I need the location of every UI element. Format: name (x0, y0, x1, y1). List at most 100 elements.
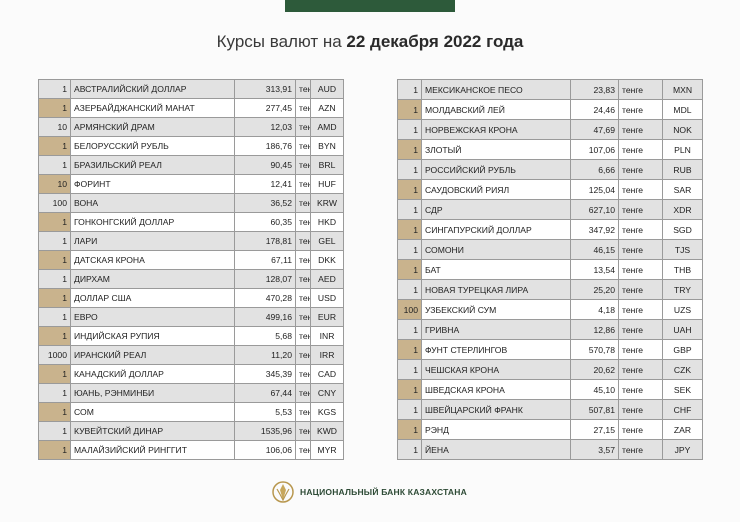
unit: тенге (295, 421, 311, 441)
rate-row: 1 ЧЕШСКАЯ КРОНА 20,62 тенге CZK (397, 359, 703, 380)
unit: тенге (295, 288, 311, 308)
code: HUF (310, 174, 344, 194)
currency-name: БЕЛОРУССКИЙ РУБЛЬ (70, 136, 235, 156)
unit: тенге (295, 117, 311, 137)
currency-name: ЮАНЬ, РЭНМИНБИ (70, 383, 235, 403)
nominal: 1 (38, 250, 71, 270)
code: CNY (310, 383, 344, 403)
code: CHF (662, 399, 703, 420)
currency-name: БРАЗИЛЬСКИЙ РЕАЛ (70, 155, 235, 175)
currency-name: СДР (421, 199, 571, 220)
rate: 107,06 (570, 139, 619, 160)
code: UZS (662, 299, 703, 320)
rate: 23,83 (570, 79, 619, 100)
currency-name: МАЛАЙЗИЙСКИЙ РИНГГИТ (70, 440, 235, 460)
currency-name: НОВАЯ ТУРЕЦКАЯ ЛИРА (421, 279, 571, 300)
unit: тенге (618, 399, 663, 420)
unit: тенге (618, 179, 663, 200)
code: ZAR (662, 419, 703, 440)
unit: тенге (295, 79, 311, 99)
currency-name: УЗБЕКСКИЙ СУМ (421, 299, 571, 320)
rate: 347,92 (570, 219, 619, 240)
footer: НАЦИОНАЛЬНЫЙ БАНК КАЗАХСТАНА (272, 480, 467, 504)
nominal: 1 (38, 155, 71, 175)
rate: 5,68 (234, 326, 296, 346)
rate: 277,45 (234, 98, 296, 118)
bank-name: НАЦИОНАЛЬНЫЙ БАНК КАЗАХСТАНА (300, 487, 467, 497)
rate: 47,69 (570, 119, 619, 140)
code: MYR (310, 440, 344, 460)
nominal: 1 (38, 383, 71, 403)
unit: тенге (618, 419, 663, 440)
unit: тенге (618, 119, 663, 140)
bank-logo (272, 481, 294, 503)
rate: 24,46 (570, 99, 619, 120)
rate-row: 100 УЗБЕКСКИЙ СУМ 4,18 тенге UZS (397, 299, 703, 320)
code: GEL (310, 231, 344, 251)
nominal: 10 (38, 174, 71, 194)
currency-name: ЙЕНА (421, 439, 571, 460)
rate: 11,20 (234, 345, 296, 365)
currency-name: РЭНД (421, 419, 571, 440)
unit: тенге (295, 155, 311, 175)
currency-name: ШВЕДСКАЯ КРОНА (421, 379, 571, 400)
code: BRL (310, 155, 344, 175)
rate-row: 1 ШВЕДСКАЯ КРОНА 45,10 тенге SEK (397, 379, 703, 400)
nominal: 1 (38, 269, 71, 289)
rate-row: 1 ГРИВНА 12,86 тенге UAH (397, 319, 703, 340)
currency-name: ГОНКОНГСКИЙ ДОЛЛАР (70, 212, 235, 232)
rate-row: 1 НОРВЕЖСКАЯ КРОНА 47,69 тенге NOK (397, 119, 703, 140)
currency-name: САУДОВСКИЙ РИЯЛ (421, 179, 571, 200)
rate: 45,10 (570, 379, 619, 400)
code: SAR (662, 179, 703, 200)
currency-name: ГРИВНА (421, 319, 571, 340)
nominal: 100 (397, 299, 422, 320)
code: KGS (310, 402, 344, 422)
code: DKK (310, 250, 344, 270)
rate: 25,20 (570, 279, 619, 300)
nominal: 1 (397, 439, 422, 460)
code: TRY (662, 279, 703, 300)
currency-name: КАНАДСКИЙ ДОЛЛАР (70, 364, 235, 384)
code: UAH (662, 319, 703, 340)
rate-row: 1 ЗЛОТЫЙ 107,06 тенге PLN (397, 139, 703, 160)
nominal: 1 (38, 79, 71, 99)
currency-name: БАТ (421, 259, 571, 280)
rate-row: 1 НОВАЯ ТУРЕЦКАЯ ЛИРА 25,20 тенге TRY (397, 279, 703, 300)
currency-name: ЕВРО (70, 307, 235, 327)
currency-name: ДИРХАМ (70, 269, 235, 289)
rate: 36,52 (234, 193, 296, 213)
currency-name: СОМ (70, 402, 235, 422)
code: CAD (310, 364, 344, 384)
rate: 178,81 (234, 231, 296, 251)
top-tab (285, 0, 455, 12)
currency-name: МЕКСИКАНСКОЕ ПЕСО (421, 79, 571, 100)
unit: тенге (295, 345, 311, 365)
code: AZN (310, 98, 344, 118)
code: IRR (310, 345, 344, 365)
nominal: 1 (397, 319, 422, 340)
unit: тенге (295, 364, 311, 384)
unit: тенге (295, 136, 311, 156)
unit: тенге (618, 339, 663, 360)
nominal: 1 (397, 159, 422, 180)
code: KWD (310, 421, 344, 441)
currency-name: ЗЛОТЫЙ (421, 139, 571, 160)
rate: 345,39 (234, 364, 296, 384)
currency-name: ФУНТ СТЕРЛИНГОВ (421, 339, 571, 360)
nominal: 1 (38, 231, 71, 251)
